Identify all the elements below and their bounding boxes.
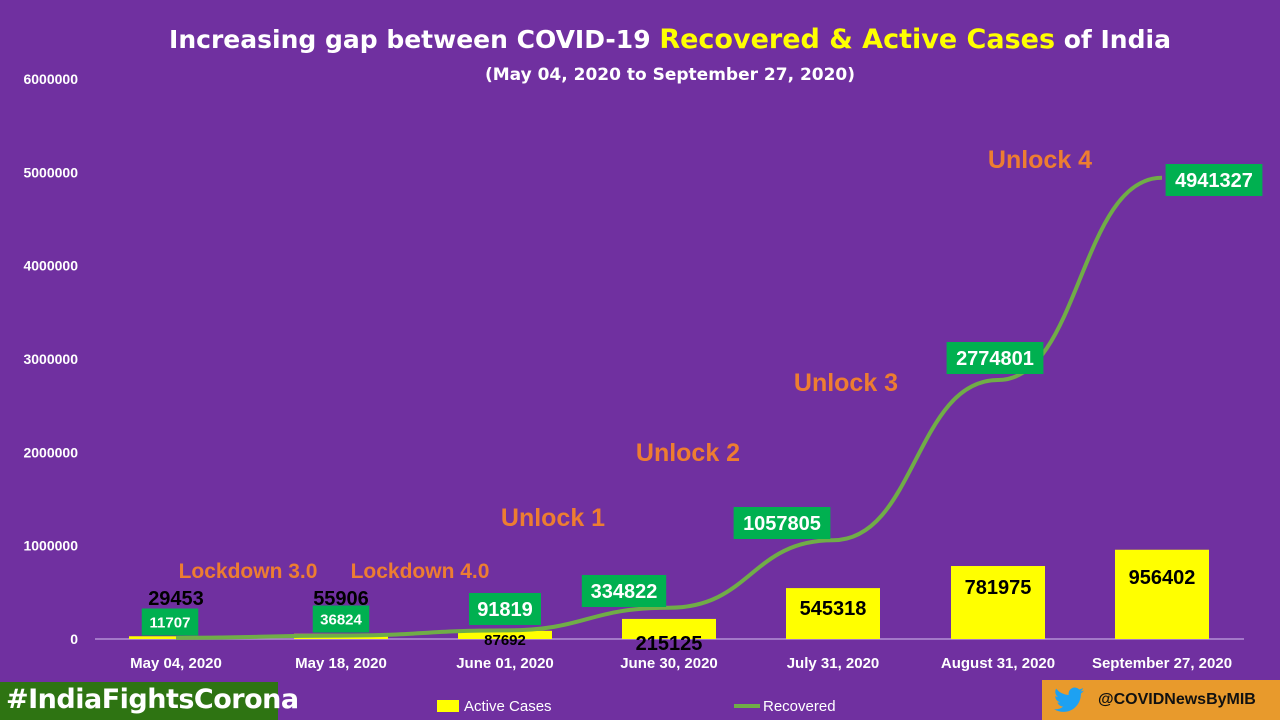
- data-label-recovered: 4941327: [1175, 170, 1253, 192]
- data-label-active: 29453: [148, 588, 204, 610]
- x-tick-label: July 31, 2020: [787, 655, 880, 672]
- x-tick-label: May 18, 2020: [295, 655, 387, 672]
- bar-active-cases: [786, 588, 880, 639]
- y-tick-label: 5000000: [23, 164, 78, 180]
- data-label-recovered-box: [946, 342, 1044, 374]
- x-tick-label: August 31, 2020: [941, 655, 1055, 672]
- title-highlight: Recovered & Active Cases: [659, 24, 1055, 55]
- data-label-recovered-box: [733, 507, 831, 539]
- twitter-handle-banner: @COVIDNewsByMIB: [1042, 680, 1280, 720]
- data-label-recovered: 2774801: [956, 348, 1034, 370]
- bar-active-cases: [458, 630, 552, 639]
- bar-active-cases: [951, 566, 1045, 639]
- phase-annotation: Unlock 3: [794, 369, 898, 397]
- data-label-recovered: 36824: [320, 611, 362, 628]
- chart-title: Increasing gap between COVID-19 Recovere…: [169, 24, 1171, 55]
- data-label-active: 545318: [800, 598, 867, 620]
- data-label-recovered: 91819: [477, 599, 533, 621]
- data-label-active: 55906: [313, 588, 369, 610]
- y-tick-label: 2000000: [23, 444, 78, 460]
- bar-active-cases: [622, 618, 716, 639]
- data-label-recovered-box: [312, 605, 370, 633]
- data-label-recovered: 1057805: [743, 513, 821, 535]
- y-tick-label: 1000000: [23, 538, 78, 554]
- data-label-recovered-box: [581, 575, 667, 607]
- y-tick-label: 4000000: [23, 258, 78, 274]
- data-label-active: 87692: [484, 632, 526, 649]
- phase-annotation: Lockdown 4.0: [351, 560, 490, 583]
- data-label-recovered: 334822: [591, 581, 658, 603]
- phase-annotation: Lockdown 3.0: [179, 560, 318, 583]
- twitter-bird-icon: [1054, 687, 1084, 712]
- data-label-active: 215125: [636, 633, 703, 655]
- hashtag-banner: #IndiaFightsCorona: [0, 682, 299, 720]
- phase-annotation: Unlock 1: [501, 504, 605, 532]
- phase-annotation: Unlock 2: [636, 439, 740, 467]
- x-tick-label: June 30, 2020: [620, 655, 718, 672]
- x-tick-label: June 01, 2020: [456, 655, 554, 672]
- y-tick-label: 3000000: [23, 351, 78, 367]
- phase-annotation: Unlock 4: [988, 146, 1092, 174]
- x-tick-label: May 04, 2020: [130, 655, 222, 672]
- legend-swatch-active: [437, 700, 459, 712]
- bar-active-cases: [1115, 549, 1209, 639]
- data-label-active: 781975: [965, 577, 1032, 599]
- data-label-recovered-box: [141, 608, 199, 636]
- data-label-recovered-box: [1165, 164, 1263, 196]
- y-tick-label: 0: [70, 631, 78, 647]
- twitter-handle: @COVIDNewsByMIB: [1098, 691, 1256, 708]
- y-tick-label: 6000000: [23, 71, 78, 87]
- x-tick-label: September 27, 2020: [1092, 655, 1232, 672]
- data-label-recovered-box: [469, 593, 541, 625]
- chart-subtitle: (May 04, 2020 to September 27, 2020): [485, 65, 855, 85]
- legend-label-active: Active Cases: [464, 698, 552, 715]
- data-label-recovered: 11707: [150, 614, 191, 631]
- legend-label-recovered: Recovered: [763, 698, 836, 715]
- data-label-active: 956402: [1129, 567, 1196, 589]
